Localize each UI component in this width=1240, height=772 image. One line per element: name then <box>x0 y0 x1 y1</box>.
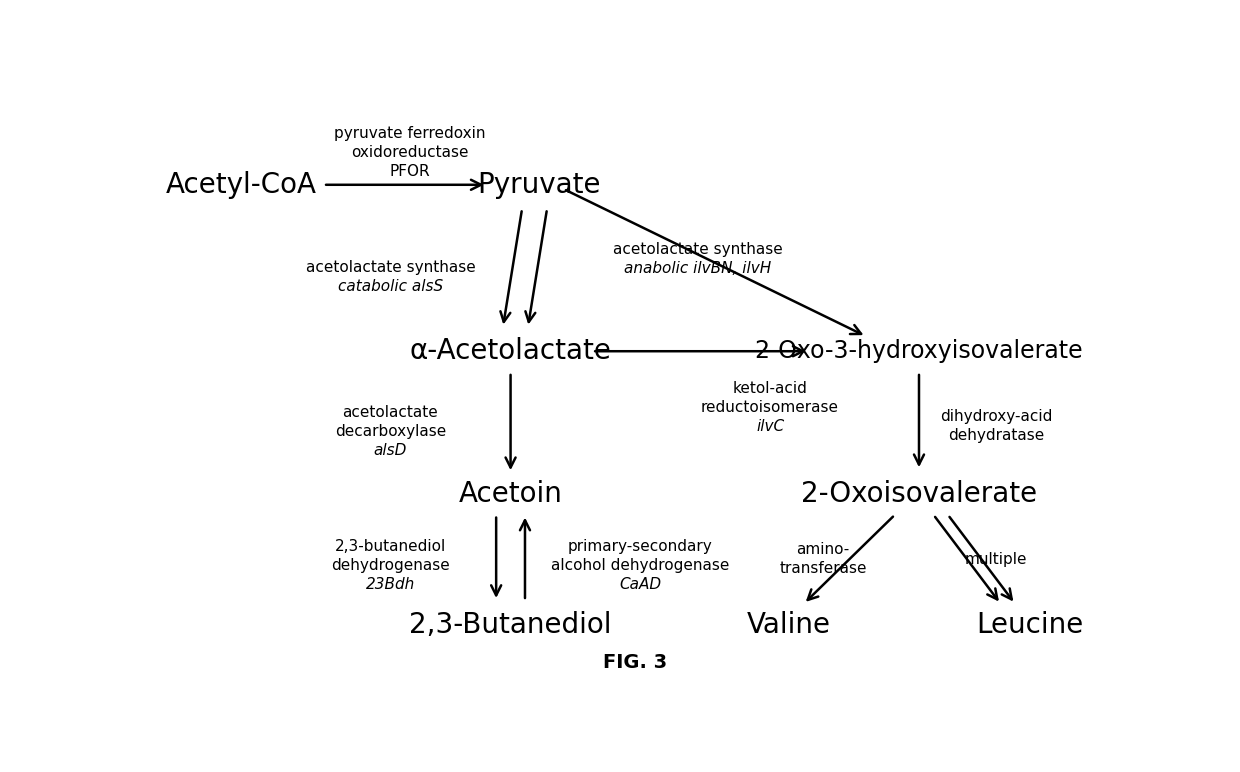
Text: reductoisomerase: reductoisomerase <box>701 400 839 415</box>
Text: Pyruvate: Pyruvate <box>477 171 601 198</box>
Text: acetolactate synthase: acetolactate synthase <box>613 242 782 257</box>
Text: dehydrogenase: dehydrogenase <box>331 557 450 573</box>
Text: 23Bdh: 23Bdh <box>366 577 415 592</box>
Text: PFOR: PFOR <box>389 164 430 178</box>
Text: 2,3-Butanediol: 2,3-Butanediol <box>409 611 611 638</box>
Text: anabolic ilvBN, ilvH: anabolic ilvBN, ilvH <box>624 261 771 276</box>
Text: Acetyl-CoA: Acetyl-CoA <box>166 171 317 198</box>
Text: 2-Oxo-3-hydroxyisovalerate: 2-Oxo-3-hydroxyisovalerate <box>755 339 1084 363</box>
Text: primary-secondary: primary-secondary <box>568 539 713 554</box>
Text: dehydratase: dehydratase <box>947 428 1044 442</box>
Text: decarboxylase: decarboxylase <box>335 424 446 439</box>
Text: alsD: alsD <box>373 443 407 458</box>
Text: Valine: Valine <box>748 611 831 638</box>
Text: acetolactate: acetolactate <box>342 405 438 420</box>
Text: amino-: amino- <box>796 542 849 557</box>
Text: dihydroxy-acid: dihydroxy-acid <box>940 408 1052 424</box>
Text: ilvC: ilvC <box>756 419 784 434</box>
Text: Leucine: Leucine <box>976 611 1083 638</box>
Text: oxidoreductase: oxidoreductase <box>351 144 469 160</box>
Text: α-Acetolactate: α-Acetolactate <box>409 337 611 365</box>
Text: alcohol dehydrogenase: alcohol dehydrogenase <box>551 557 729 573</box>
Text: 2,3-butanediol: 2,3-butanediol <box>335 539 446 554</box>
Text: Acetoin: Acetoin <box>459 480 563 508</box>
Text: pyruvate ferredoxin: pyruvate ferredoxin <box>334 126 485 141</box>
Text: catabolic alsS: catabolic alsS <box>337 279 443 294</box>
Text: ketol-acid: ketol-acid <box>733 381 807 396</box>
Text: multiple: multiple <box>965 552 1027 567</box>
Text: 2-Oxoisovalerate: 2-Oxoisovalerate <box>801 480 1037 508</box>
Text: FIG. 3: FIG. 3 <box>604 653 667 672</box>
Text: CaAD: CaAD <box>619 577 661 592</box>
Text: transferase: transferase <box>779 561 867 576</box>
Text: acetolactate synthase: acetolactate synthase <box>305 260 475 275</box>
